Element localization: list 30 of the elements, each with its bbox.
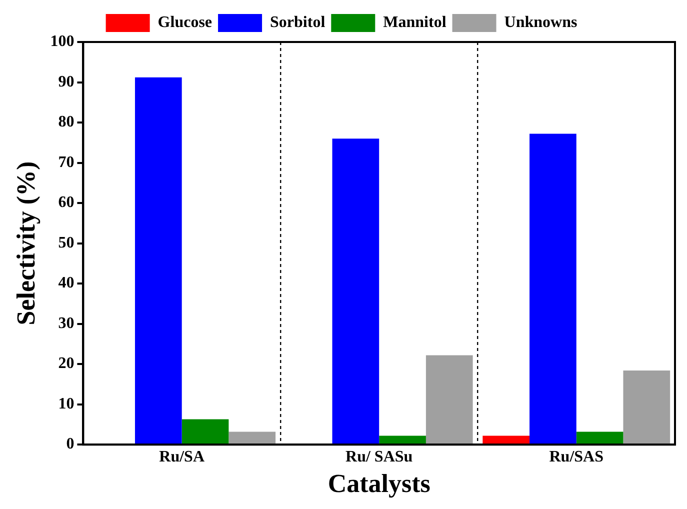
- y-tick-label: 90: [58, 73, 74, 90]
- legend-label: Mannitol: [383, 14, 447, 32]
- legend-label: Glucose: [158, 14, 212, 32]
- y-tick-label: 40: [58, 274, 74, 292]
- bar: [426, 355, 473, 444]
- x-tick-label: Ru/SA: [159, 448, 205, 466]
- x-tick-label: Ru/ SASu: [346, 448, 413, 466]
- legend-label: Unknowns: [504, 14, 578, 32]
- y-tick-label: 70: [58, 154, 74, 171]
- x-tick-label: Ru/SAS: [549, 448, 604, 466]
- bar: [182, 419, 229, 444]
- bar: [623, 370, 670, 444]
- legend-label: Sorbitol: [270, 14, 326, 32]
- y-tick-label: 100: [50, 33, 74, 50]
- bar: [379, 436, 426, 444]
- bar: [134, 77, 182, 444]
- bar: [482, 436, 530, 444]
- y-tick-label: 80: [58, 114, 74, 131]
- y-tick-label: 30: [58, 314, 74, 332]
- bar: [332, 138, 380, 444]
- bar: [576, 432, 624, 444]
- y-tick-label: 50: [58, 234, 74, 252]
- y-tick-label: 60: [58, 194, 74, 212]
- bar: [228, 432, 276, 444]
- y-tick-label: 20: [58, 355, 74, 372]
- y-axis-title: Selectivity (%): [11, 161, 40, 326]
- y-tick-label: 0: [66, 436, 74, 453]
- x-axis-title: Catalysts: [328, 469, 430, 498]
- bar: [530, 134, 576, 444]
- y-tick-label: 10: [58, 395, 74, 412]
